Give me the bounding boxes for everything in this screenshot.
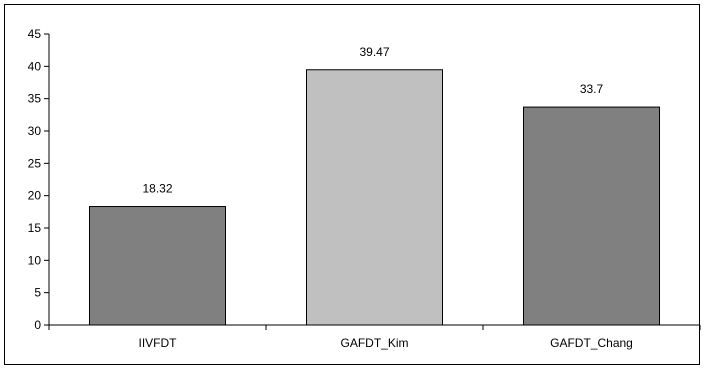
x-axis-ticks: [48, 325, 701, 330]
bar-iivfdt: [89, 206, 226, 326]
y-tick-label: 45: [28, 27, 42, 41]
bar-gafdt-kim: [306, 69, 443, 326]
y-tick-label: 5: [34, 286, 41, 300]
x-category-label: GAFDT_Kim: [340, 336, 408, 350]
y-tick-label: 40: [28, 59, 42, 73]
y-tick-label: 35: [28, 92, 42, 106]
y-tick-label: 15: [28, 221, 42, 235]
bar-data-label: 39.47: [359, 45, 389, 59]
category-labels: IIVFDT GAFDT_Kim GAFDT_Chang: [139, 336, 633, 350]
bar-data-label: 18.32: [142, 182, 172, 196]
y-tick-label: 30: [28, 124, 42, 138]
data-labels: 18.32 39.47 33.7: [142, 45, 603, 196]
y-axis-ticks: 0 5 10 15 20 25 30 35 40 45: [28, 27, 49, 332]
y-tick-label: 0: [34, 318, 41, 332]
bars: [89, 69, 660, 326]
plot-area: 0 5 10 15 20 25 30 35 40 45 18.32 39.47 33.7 IIVFDT…: [28, 27, 701, 350]
x-category-label: IIVFDT: [139, 336, 178, 350]
bar-gafdt-chang: [523, 106, 660, 326]
y-tick-label: 20: [28, 189, 42, 203]
y-tick-label: 25: [28, 156, 42, 170]
bar-data-label: 33.7: [580, 82, 604, 96]
y-tick-label: 10: [28, 253, 42, 267]
x-category-label: GAFDT_Chang: [550, 336, 633, 350]
